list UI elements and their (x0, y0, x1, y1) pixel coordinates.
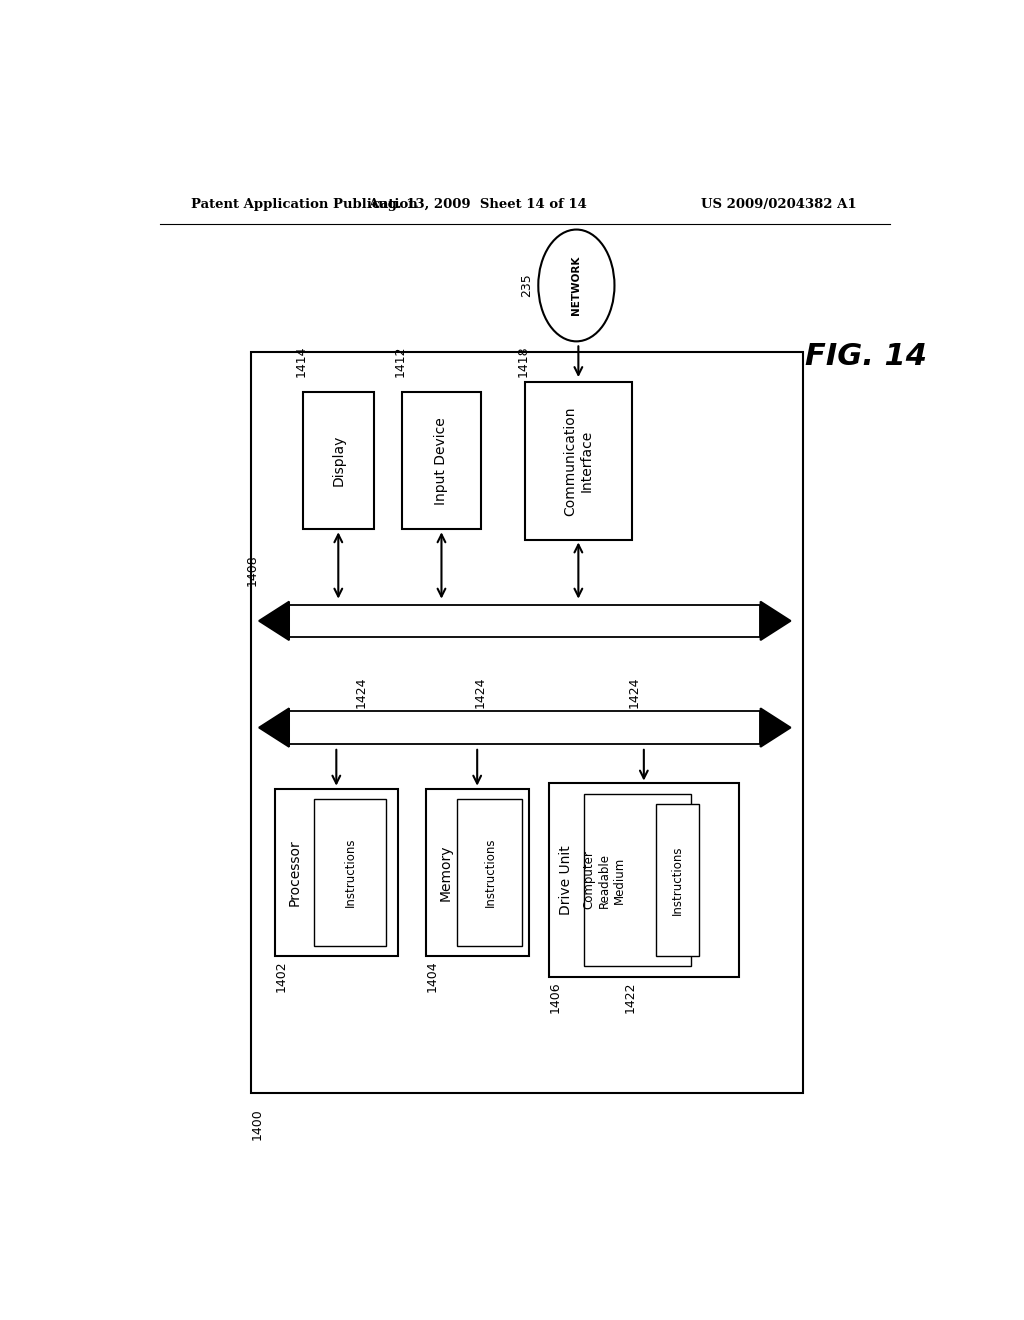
Text: Processor: Processor (288, 840, 302, 906)
Text: Display: Display (332, 436, 345, 487)
Text: Drive Unit: Drive Unit (559, 845, 573, 915)
Text: 1424: 1424 (354, 676, 368, 708)
Bar (655, 804, 699, 956)
Bar (524, 381, 632, 540)
Text: 1424: 1424 (628, 676, 641, 708)
Text: 235: 235 (520, 273, 532, 297)
Text: Instructions: Instructions (671, 845, 684, 915)
Text: Communication
Interface: Communication Interface (563, 407, 594, 516)
Bar (314, 799, 386, 946)
Bar (289, 605, 761, 638)
Text: 1402: 1402 (274, 961, 288, 993)
Text: FIG. 14: FIG. 14 (805, 342, 927, 371)
Polygon shape (259, 709, 289, 747)
Bar (458, 799, 522, 946)
Text: Aug. 13, 2009  Sheet 14 of 14: Aug. 13, 2009 Sheet 14 of 14 (368, 198, 587, 211)
Text: 1408: 1408 (246, 554, 259, 586)
Bar (549, 784, 739, 977)
Text: 1422: 1422 (624, 981, 637, 1012)
Text: 1412: 1412 (394, 346, 407, 378)
Bar (251, 351, 803, 1093)
Polygon shape (761, 602, 791, 640)
Text: Computer
Readable
Medium: Computer Readable Medium (583, 850, 626, 909)
Text: 1424: 1424 (473, 676, 486, 708)
Bar (426, 788, 528, 956)
Text: 1414: 1414 (295, 346, 307, 378)
Text: 1406: 1406 (549, 981, 561, 1012)
Text: Instructions: Instructions (344, 838, 356, 907)
Ellipse shape (539, 230, 614, 342)
Text: Input Device: Input Device (434, 417, 449, 504)
Text: 1418: 1418 (517, 346, 529, 378)
Bar (401, 392, 481, 529)
Text: 1404: 1404 (426, 961, 438, 993)
Polygon shape (259, 602, 289, 640)
Text: US 2009/0204382 A1: US 2009/0204382 A1 (701, 198, 856, 211)
Polygon shape (761, 709, 791, 747)
Text: 1400: 1400 (251, 1109, 264, 1140)
Text: Memory: Memory (438, 845, 453, 900)
Text: NETWORK: NETWORK (571, 256, 582, 315)
Bar (303, 392, 374, 529)
Bar (274, 788, 397, 956)
Text: Patent Application Publication: Patent Application Publication (191, 198, 418, 211)
Bar (585, 793, 691, 966)
Bar (289, 711, 761, 743)
Text: Instructions: Instructions (483, 838, 497, 907)
